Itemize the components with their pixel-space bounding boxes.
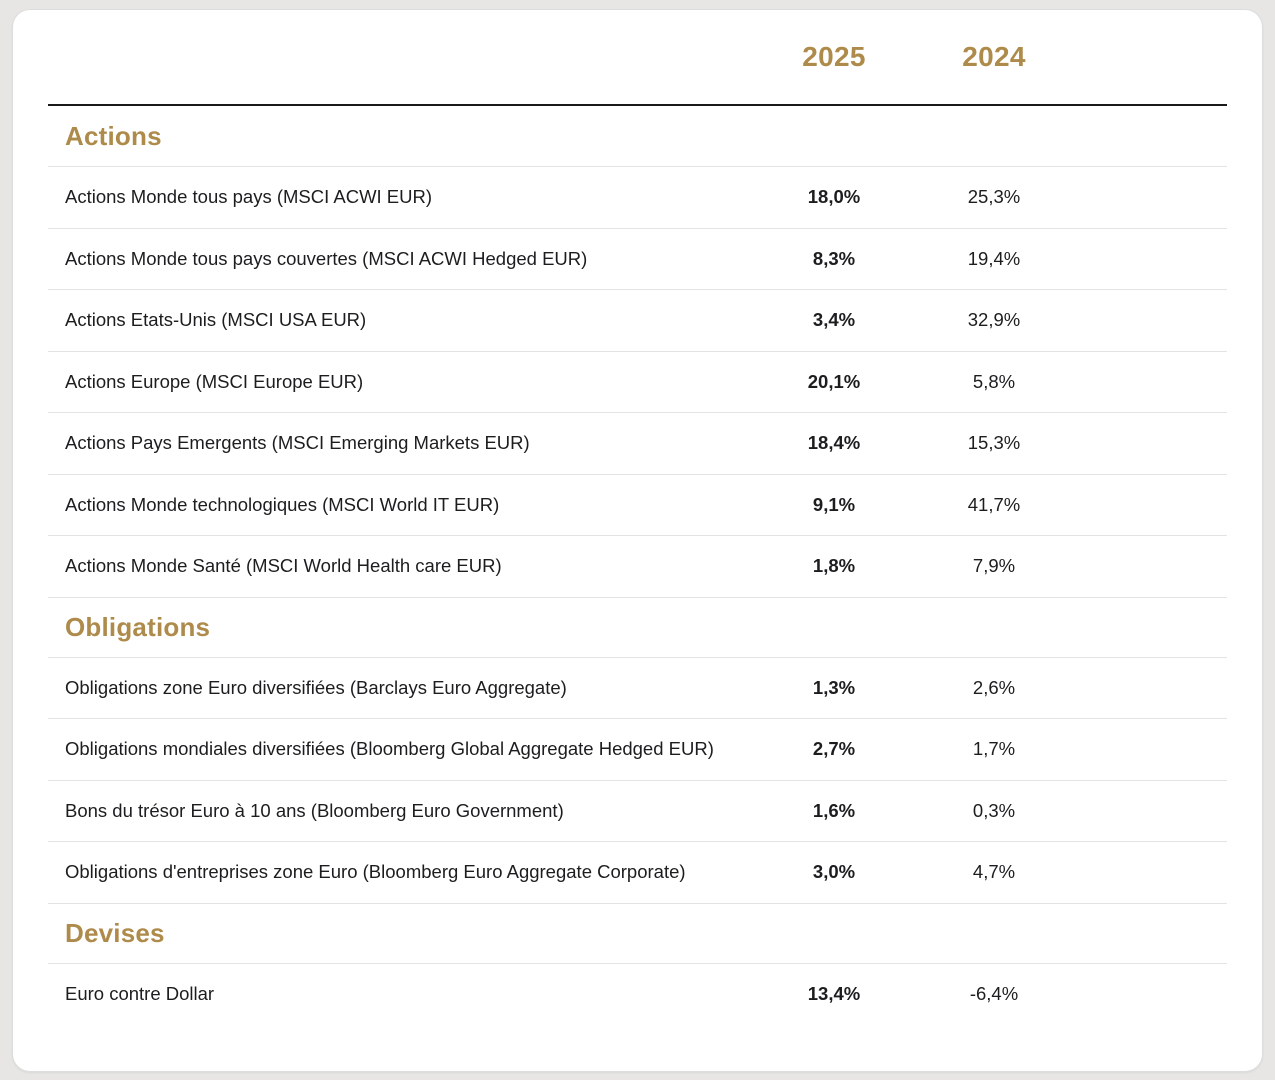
value-2025: 1,8%: [812, 555, 856, 577]
table-row: Actions Europe (MSCI Europe EUR) 20,1% 5,8…: [48, 350, 1227, 413]
value-2024: 7,9%: [972, 555, 1016, 577]
table-row: Obligations d'entreprises zone Euro (Blo…: [48, 841, 1227, 903]
row-label: Actions Monde tous pays couvertes (MSCI …: [65, 247, 588, 269]
section-header-row: Obligations: [48, 596, 1227, 657]
row-label: Actions Europe (MSCI Europe EUR): [65, 370, 364, 392]
value-2024: 15,3%: [967, 432, 1021, 454]
value-2024: 0,3%: [972, 799, 1016, 821]
row-label: Actions Monde tous pays (MSCI ACWI EUR): [65, 186, 433, 208]
value-2025: 1,3%: [812, 676, 856, 698]
row-label: Bons du trésor Euro à 10 ans (Bloomberg …: [65, 799, 564, 821]
section-title: Actions: [65, 120, 162, 151]
table-row: Actions Pays Emergents (MSCI Emerging Ma…: [48, 412, 1227, 474]
value-2024: 1,7%: [972, 738, 1016, 760]
column-header-2024: 2024: [962, 41, 1026, 72]
value-2024: 32,9%: [967, 309, 1021, 331]
table-row: Obligations zone Euro diversifiées (Barc…: [48, 656, 1227, 719]
performance-table-card: 2025 2024 Actions Actions Monde tous pays…: [12, 9, 1263, 1072]
value-2025: 20,1%: [807, 370, 861, 392]
table-row: Actions Monde Santé (MSCI World Health c…: [48, 535, 1227, 597]
section-title: Devises: [65, 917, 165, 948]
value-2025: 2,7%: [812, 738, 856, 760]
value-2025: 9,1%: [812, 493, 856, 515]
row-label: Actions Etats-Unis (MSCI USA EUR): [65, 309, 367, 331]
value-2024: 19,4%: [967, 247, 1021, 269]
value-2025: 3,4%: [812, 309, 856, 331]
row-label: Actions Pays Emergents (MSCI Emerging Ma…: [65, 432, 530, 454]
value-2024: 5,8%: [972, 370, 1016, 392]
row-label: Euro contre Dollar: [65, 982, 215, 1004]
table-row: Actions Monde technologiques (MSCI World…: [48, 473, 1227, 536]
row-label: Obligations d'entreprises zone Euro (Blo…: [65, 861, 686, 883]
performance-table: 2025 2024 Actions Actions Monde tous pays…: [48, 10, 1227, 1024]
row-label: Obligations mondiales diversifiées (Bloo…: [65, 738, 714, 760]
value-2024: 4,7%: [972, 861, 1016, 883]
column-header-2025: 2025: [802, 41, 866, 72]
section-header-row: Actions: [48, 106, 1227, 166]
table-row: Euro contre Dollar 13,4% -6,4%: [48, 962, 1227, 1025]
value-2024: 25,3%: [967, 186, 1021, 208]
table-row: Actions Etats-Unis (MSCI USA EUR) 3,4% 32,…: [48, 289, 1227, 351]
row-label: Obligations zone Euro diversifiées (Barc…: [65, 676, 567, 698]
value-2025: 18,0%: [807, 186, 861, 208]
value-2025: 13,4%: [807, 982, 861, 1004]
value-2024: 2,6%: [972, 676, 1016, 698]
value-2025: 1,6%: [812, 799, 856, 821]
table-row: Bons du trésor Euro à 10 ans (Bloomberg …: [48, 779, 1227, 842]
value-2025: 18,4%: [807, 432, 861, 454]
row-label: Actions Monde technologiques (MSCI World…: [65, 493, 500, 515]
year-header-row: 2025 2024: [48, 10, 1227, 106]
value-2024: -6,4%: [969, 982, 1019, 1004]
value-2025: 8,3%: [812, 247, 856, 269]
table-row: Actions Monde tous pays (MSCI ACWI EUR) 1…: [48, 166, 1227, 228]
table-row: Actions Monde tous pays couvertes (MSCI …: [48, 227, 1227, 290]
table-body: Actions Actions Monde tous pays (MSCI ACW…: [48, 106, 1227, 1024]
table-row: Obligations mondiales diversifiées (Bloo…: [48, 718, 1227, 780]
section-title: Obligations: [65, 611, 211, 642]
section-header-row: Devises: [48, 902, 1227, 963]
value-2025: 3,0%: [812, 861, 856, 883]
row-label: Actions Monde Santé (MSCI World Health c…: [65, 555, 502, 577]
value-2024: 41,7%: [967, 493, 1021, 515]
